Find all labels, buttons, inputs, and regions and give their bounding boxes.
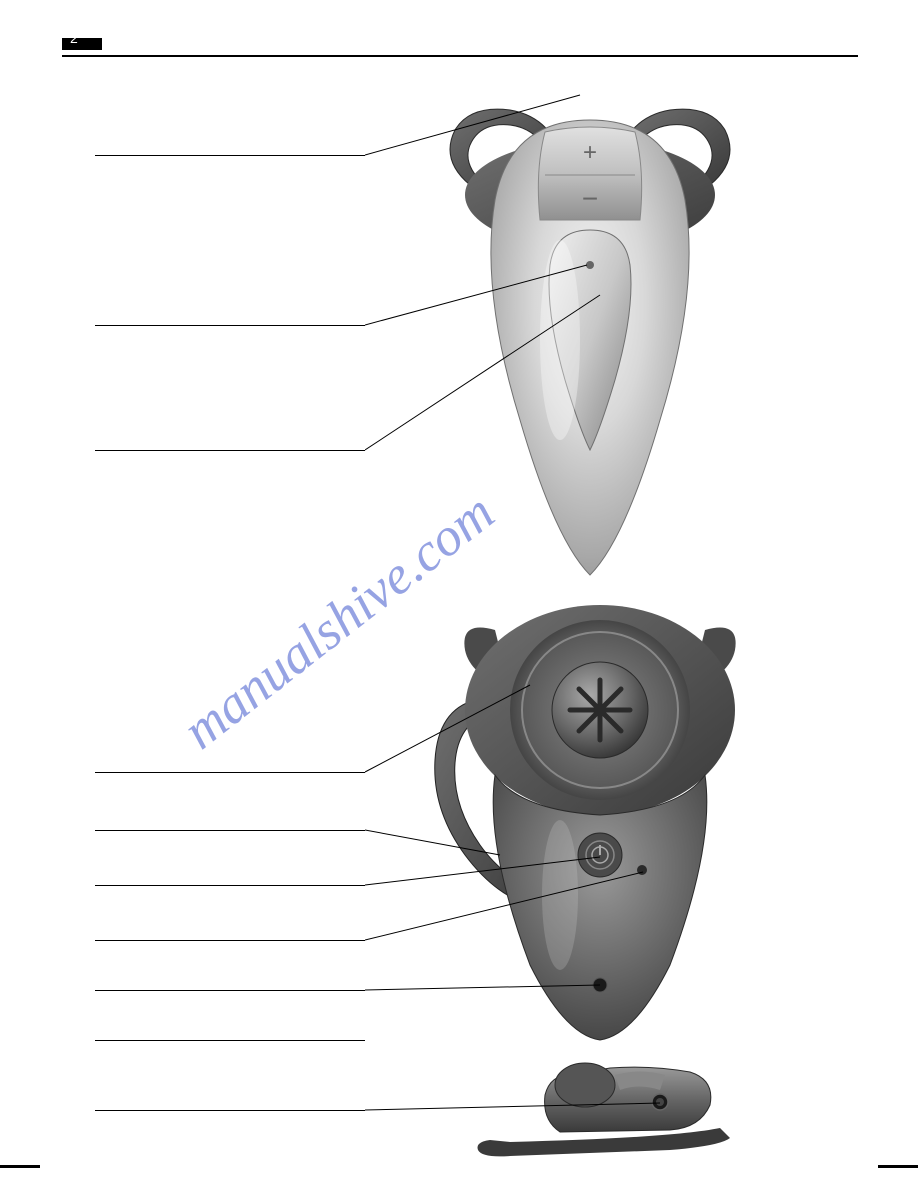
label-rule xyxy=(95,772,365,773)
device-front-view: + − xyxy=(430,90,750,585)
page-number: 2 xyxy=(70,30,78,46)
label-rule xyxy=(95,155,365,156)
device-back-view xyxy=(420,595,780,1045)
top-rule xyxy=(62,55,858,57)
label-rule xyxy=(95,885,365,886)
label-rule xyxy=(95,940,365,941)
label-rule xyxy=(95,1110,365,1111)
label-rule xyxy=(95,830,365,831)
page-number-marker xyxy=(62,38,102,50)
label-rule xyxy=(95,990,365,991)
label-rule xyxy=(95,325,365,326)
svg-text:+: + xyxy=(583,139,597,166)
label-rule xyxy=(95,1040,365,1041)
device-side-view xyxy=(470,1050,760,1165)
label-rule xyxy=(95,450,365,451)
svg-text:−: − xyxy=(582,183,598,214)
